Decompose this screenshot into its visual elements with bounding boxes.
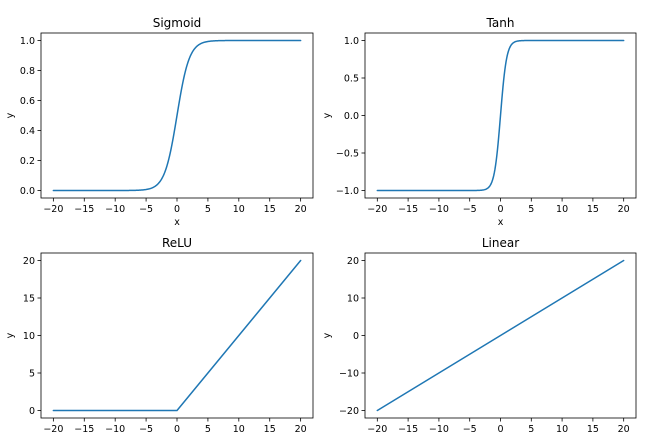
x-tick-label: −5: [463, 424, 477, 435]
chart-title: Linear: [482, 236, 519, 250]
chart-panel-tanh: Tanh −20 −15 −10 −5 0 5 10 15 20 −1.0 −0.5 0.0 0.5 1.0…: [322, 16, 637, 228]
y-tick-label: −1.0: [336, 186, 359, 197]
y-tick-label: 0: [29, 406, 35, 417]
y-tick-label: 5: [29, 369, 35, 380]
x-tick-label: 10: [556, 204, 568, 215]
x-tick-label: 20: [295, 424, 307, 435]
x-tick-label: −20: [367, 424, 387, 435]
chart-panel-relu: ReLU−20−15−10−50510152005101520xy: [5, 236, 314, 438]
x-tick-label: 15: [587, 204, 599, 215]
x-tick-label: −10: [429, 424, 449, 435]
y-tick-label: 10: [23, 331, 35, 342]
y-tick-label: 0.2: [20, 156, 35, 167]
x-tick-label: −5: [463, 204, 477, 215]
x-tick-label: 15: [264, 204, 276, 215]
x-tick-label: −10: [429, 204, 449, 215]
y-tick-label: 20: [23, 256, 35, 267]
x-axis-label: x: [498, 217, 504, 228]
x-tick-label: −15: [398, 204, 418, 215]
x-tick-label: −5: [139, 204, 153, 215]
x-tick-label: 20: [295, 204, 307, 215]
x-tick-label: −20: [43, 204, 63, 215]
y-tick-label: −0.5: [336, 149, 359, 160]
y-tick-label: 15: [23, 294, 35, 305]
x-tick-label: 5: [528, 424, 534, 435]
x-tick-label: −5: [139, 424, 153, 435]
y-tick-label: 20: [347, 256, 359, 267]
x-tick-label: 0: [174, 424, 180, 435]
chart-title: ReLU: [162, 236, 192, 250]
series-line-sigmoid: [52, 39, 302, 192]
x-tick-label: 5: [528, 204, 534, 215]
x-tick-label: 0: [497, 424, 503, 435]
x-tick-label: 10: [556, 424, 568, 435]
y-tick-label: 1.0: [20, 36, 35, 47]
y-tick-label: 0.5: [344, 74, 359, 85]
y-tick-label: −20: [339, 406, 359, 417]
y-axis-label: y: [322, 112, 333, 118]
chart-title: Tanh: [486, 16, 515, 30]
y-tick-label: −10: [339, 369, 359, 380]
x-tick-label: −20: [43, 424, 63, 435]
y-axis-label: y: [5, 112, 16, 118]
y-tick-label: 0.8: [20, 66, 35, 77]
chart-title: Sigmoid: [153, 16, 202, 30]
x-tick-label: −15: [74, 424, 94, 435]
axes-frame: [40, 252, 314, 419]
x-tick-label: 15: [587, 424, 599, 435]
x-tick-label: 0: [174, 204, 180, 215]
x-tick-label: 10: [233, 204, 245, 215]
y-tick-label: 0.4: [20, 126, 35, 137]
series-line-relu: [52, 259, 302, 412]
x-tick-label: 5: [205, 204, 211, 215]
y-tick-label: 0: [353, 331, 359, 342]
y-tick-label: 0.0: [344, 111, 359, 122]
series-line-tanh: [376, 39, 625, 192]
x-tick-label: 20: [618, 424, 630, 435]
y-tick-label: 0.6: [20, 96, 35, 107]
x-tick-label: 0: [497, 204, 503, 215]
x-tick-label: −10: [105, 204, 125, 215]
series-line-linear: [376, 259, 625, 412]
x-tick-label: 20: [618, 204, 630, 215]
x-axis-label: x: [174, 217, 180, 228]
y-axis-label: y: [322, 332, 333, 338]
x-tick-label: −15: [398, 424, 418, 435]
x-tick-label: −15: [74, 204, 94, 215]
x-tick-label: 5: [205, 424, 211, 435]
y-tick-label: 10: [347, 294, 359, 305]
x-tick-label: −20: [367, 204, 387, 215]
y-tick-label: 1.0: [344, 36, 359, 47]
x-tick-label: 15: [264, 424, 276, 435]
y-tick-label: 0.0: [20, 186, 35, 197]
x-tick-label: 10: [233, 424, 245, 435]
y-axis-label: y: [5, 332, 16, 338]
chart-panel-sigmoid: Sigmoid −20 −15 −10 −5 0 5 10 15 20 0.0 0.2 0.4 0.6 0.…: [5, 16, 314, 228]
x-tick-label: −10: [105, 424, 125, 435]
